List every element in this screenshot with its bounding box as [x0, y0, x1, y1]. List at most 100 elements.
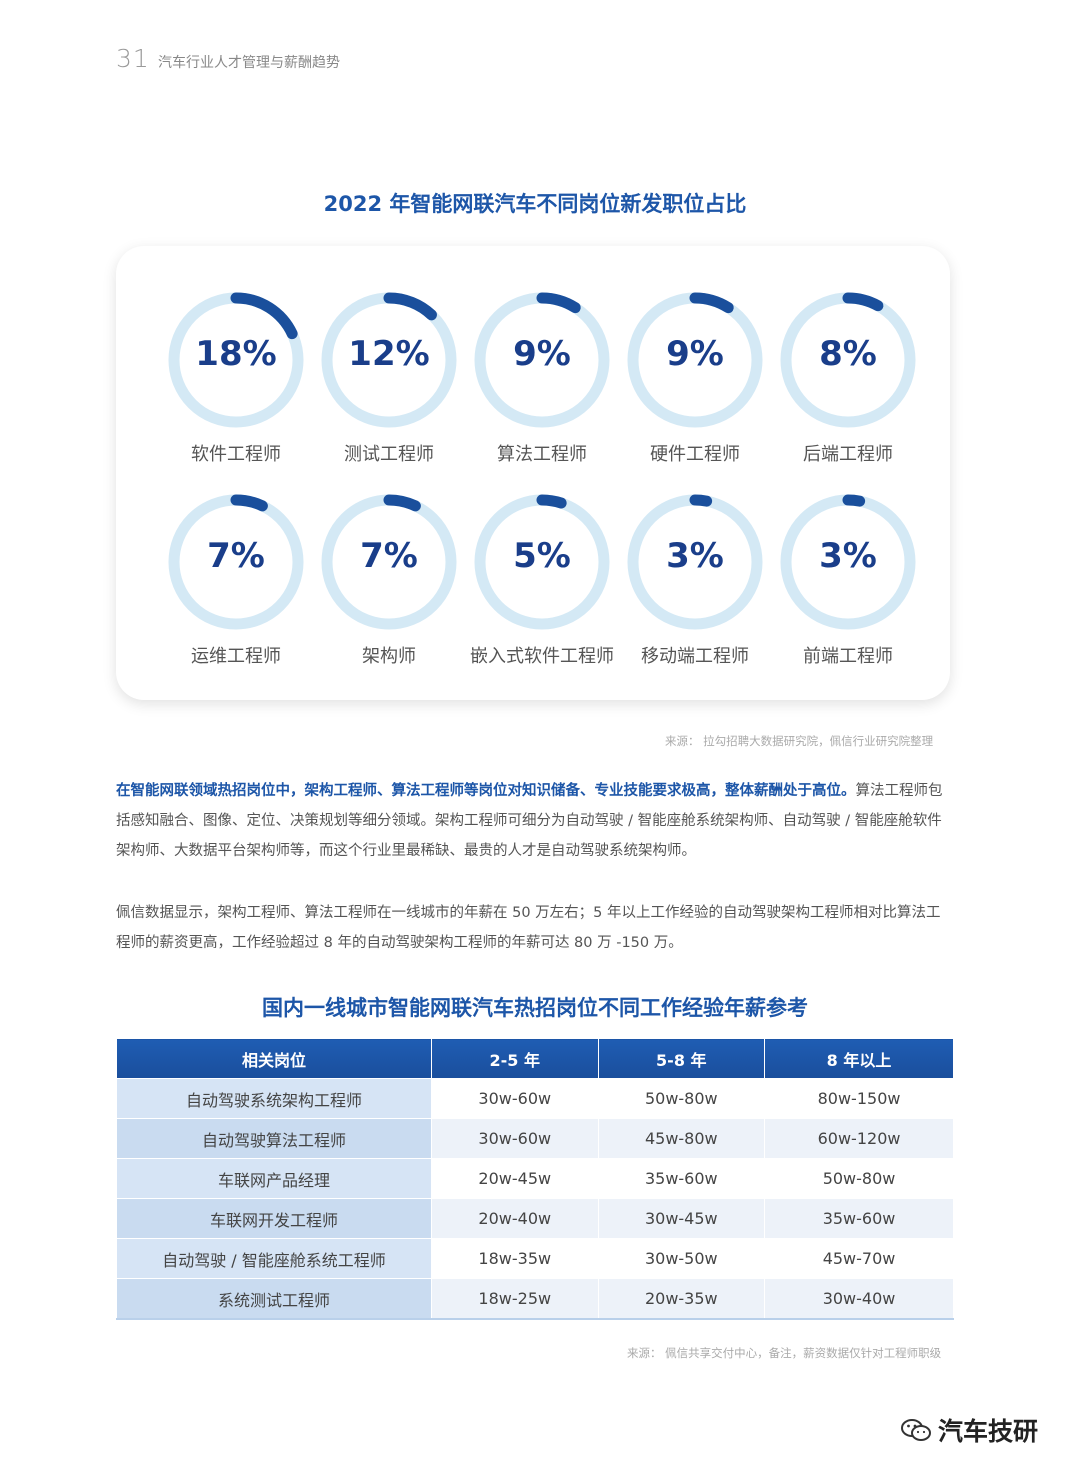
salary-cell: 60w-120w: [764, 1118, 954, 1159]
salary-cell: 30w-40w: [764, 1278, 954, 1320]
paragraph-1-body: 算法工程师包括感知融合、图像、定位、决策规划等细分领域。架构工程师可细分为自动驾…: [116, 783, 943, 859]
header-cell-2-5: 2-5 年: [431, 1038, 599, 1079]
donut-arc: [780, 292, 916, 428]
salary-cell: 18w-25w: [431, 1278, 599, 1320]
donut-arc: [627, 292, 763, 428]
salary-cell: 35w-60w: [597, 1158, 766, 1199]
table-row: 系统测试工程师 18w-25w 20w-35w 30w-40w: [116, 1278, 954, 1320]
page-number: 31: [116, 44, 150, 73]
salary-cell: 45w-70w: [764, 1238, 954, 1279]
donut-arc: [474, 292, 610, 428]
salary-cell: 20w-35w: [597, 1278, 766, 1320]
donut-chart-card: 18% 软件工程师 12% 测试工程师 9% 算法工程师 9% 硬件工程师 8% 后端工程师 7% 运…: [116, 246, 950, 700]
donut-arc: [474, 494, 610, 630]
donut-svg: [474, 494, 610, 630]
salary-cell: 30w-60w: [431, 1118, 599, 1159]
donut-arc: [321, 292, 457, 428]
salary-cell: 30w-45w: [597, 1198, 766, 1239]
donut-1: 18% 软件工程师: [166, 290, 316, 480]
donut-svg: [321, 494, 457, 630]
donut-svg: [168, 292, 304, 428]
donut-arc: [168, 494, 304, 630]
donut-label: 后端工程师: [803, 444, 893, 465]
donut-label: 算法工程师: [497, 444, 587, 465]
donut-4: 9% 硬件工程师: [625, 290, 775, 480]
donut-5: 8% 后端工程师: [778, 290, 928, 480]
donut-label: 硬件工程师: [650, 444, 740, 465]
salary-cell: 50w-80w: [597, 1078, 766, 1119]
donut-svg: [627, 292, 763, 428]
donut-arc: [321, 494, 457, 630]
paragraph-2: 佩信数据显示，架构工程师、算法工程师在一线城市的年薪在 50 万左右；5 年以上…: [116, 905, 941, 951]
table-row: 自动驾驶系统架构工程师 30w-60w 50w-80w 80w-150w: [116, 1078, 954, 1119]
table-row: 自动驾驶 / 智能座舱系统工程师 18w-35w 30w-50w 45w-70w: [116, 1238, 954, 1279]
role-cell: 车联网产品经理: [116, 1158, 432, 1199]
donut-7: 7% 架构师: [319, 492, 469, 682]
wechat-icon: [900, 1418, 932, 1442]
donut-arc: [780, 494, 916, 630]
donut-percentage: 3%: [666, 536, 724, 576]
salary-cell: 45w-80w: [597, 1118, 766, 1159]
table-row: 车联网开发工程师 20w-40w 30w-45w 35w-60w: [116, 1198, 954, 1239]
donut-label: 嵌入式软件工程师: [470, 646, 614, 667]
donut-3: 9% 算法工程师: [472, 290, 622, 480]
watermark: 汽车技研: [900, 1412, 1038, 1448]
donut-label: 移动端工程师: [641, 646, 749, 667]
donut-svg: [321, 292, 457, 428]
salary-cell: 20w-40w: [431, 1198, 599, 1239]
donut-percentage: 9%: [513, 334, 571, 374]
donut-svg: [780, 292, 916, 428]
donut-svg: [474, 292, 610, 428]
donut-svg: [627, 494, 763, 630]
salary-cell: 20w-45w: [431, 1158, 599, 1199]
donut-label: 前端工程师: [803, 646, 893, 667]
salary-cell: 35w-60w: [764, 1198, 954, 1239]
donut-2: 12% 测试工程师: [319, 290, 469, 480]
donut-arc: [168, 292, 304, 428]
donut-6: 7% 运维工程师: [166, 492, 316, 682]
table-row: 自动驾驶算法工程师 30w-60w 45w-80w 60w-120w: [116, 1118, 954, 1159]
donut-percentage: 9%: [666, 334, 724, 374]
donut-svg: [780, 494, 916, 630]
salary-cell: 18w-35w: [431, 1238, 599, 1279]
donut-percentage: 7%: [360, 536, 418, 576]
donut-label: 架构师: [362, 646, 416, 667]
donut-percentage: 8%: [819, 334, 877, 374]
donut-percentage: 18%: [195, 334, 277, 374]
role-cell: 自动驾驶 / 智能座舱系统工程师: [116, 1238, 432, 1279]
salary-cell: 50w-80w: [764, 1158, 954, 1199]
salary-cell: 30w-60w: [431, 1078, 599, 1119]
salary-table: 相关岗位 2-5 年 5-8 年 8 年以上 自动驾驶系统架构工程师 30w-6…: [116, 1038, 954, 1320]
watermark-text: 汽车技研: [938, 1417, 1039, 1446]
donut-label: 软件工程师: [191, 444, 281, 465]
salary-cell: 80w-150w: [764, 1078, 954, 1119]
donut-arc: [627, 494, 763, 630]
table-title: 国内一线城市智能网联汽车热招岗位不同工作经验年薪参考: [262, 996, 808, 1020]
role-cell: 车联网开发工程师: [116, 1198, 432, 1239]
role-cell: 自动驾驶系统架构工程师: [116, 1078, 432, 1119]
table-header-row: 相关岗位 2-5 年 5-8 年 8 年以上: [116, 1038, 954, 1079]
donut-9: 3% 移动端工程师: [625, 492, 775, 682]
chart-title: 2022 年智能网联汽车不同岗位新发职位占比: [323, 192, 747, 216]
table-row: 车联网产品经理 20w-45w 35w-60w 50w-80w: [116, 1158, 954, 1199]
document-title: 汽车行业人才管理与薪酬趋势: [158, 55, 340, 71]
chart-source: 来源： 拉勾招聘大数据研究院，佩信行业研究院整理: [665, 734, 934, 748]
header-cell-5-8: 5-8 年: [597, 1038, 766, 1079]
donut-label: 测试工程师: [344, 444, 434, 465]
paragraph-1-highlight: 在智能网联领域热招岗位中，架构工程师、算法工程师等岗位对知识储备、专业技能要求极…: [116, 783, 856, 799]
role-cell: 自动驾驶算法工程师: [116, 1118, 432, 1159]
table-source: 来源： 佩信共享交付中心，备注，薪资数据仅针对工程师职级: [627, 1346, 942, 1360]
donut-percentage: 12%: [348, 334, 430, 374]
header-cell-8-plus: 8 年以上: [764, 1038, 954, 1079]
donut-10: 3% 前端工程师: [778, 492, 928, 682]
paragraph-1: 在智能网联领域热招岗位中，架构工程师、算法工程师等岗位对知识储备、专业技能要求极…: [116, 776, 954, 866]
donut-percentage: 7%: [207, 536, 265, 576]
donut-svg: [168, 494, 304, 630]
donut-percentage: 5%: [513, 536, 571, 576]
donut-label: 运维工程师: [191, 646, 281, 667]
role-cell: 系统测试工程师: [116, 1278, 432, 1320]
donut-8: 5% 嵌入式软件工程师: [470, 492, 622, 682]
header-cell-role: 相关岗位: [116, 1038, 432, 1079]
salary-cell: 30w-50w: [597, 1238, 766, 1279]
donut-percentage: 3%: [819, 536, 877, 576]
